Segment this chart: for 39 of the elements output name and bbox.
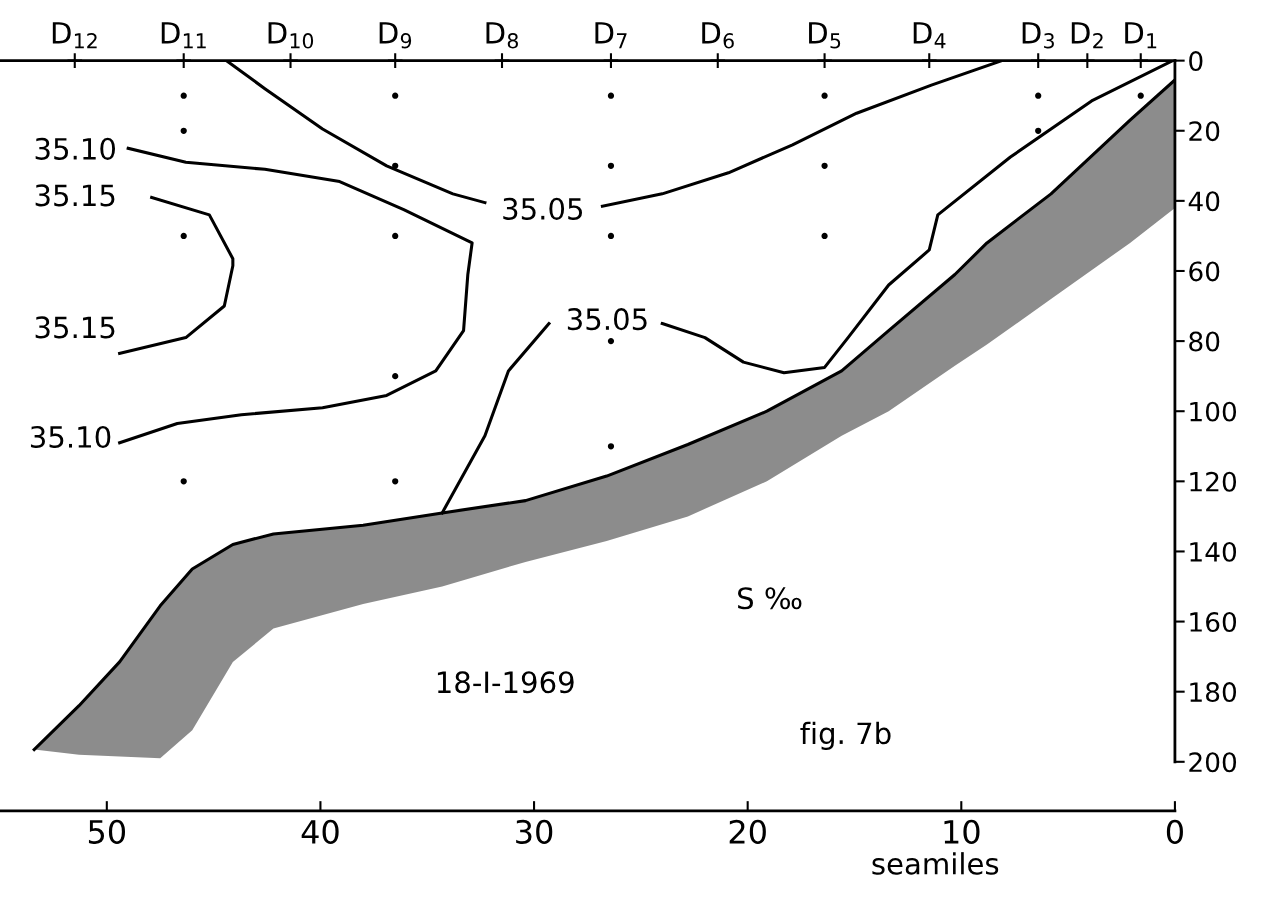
annotation: D$_{12}$ <box>52 22 97 49</box>
annotation: D$_{9}$ <box>379 22 412 49</box>
annotation: 35.15 <box>35 316 115 339</box>
y-tick-label: 120 <box>1190 471 1237 492</box>
x-tick-label: 40 <box>301 819 339 844</box>
annotation: D$_{11}$ <box>161 22 206 49</box>
annotation: D$_{5}$ <box>809 22 841 49</box>
x-axis-title: seamiles <box>872 852 999 875</box>
x-tick-label: 10 <box>944 819 980 844</box>
x-tick-label: 50 <box>88 819 126 844</box>
annotation: D$_{10}$ <box>268 22 314 49</box>
annotation: D$_{7}$ <box>595 22 627 49</box>
y-tick-label: 180 <box>1190 682 1237 703</box>
y-tick-label: 100 <box>1190 401 1237 422</box>
x-tick-label: 0 <box>1166 819 1183 844</box>
x-tick-label: 30 <box>516 819 553 844</box>
annotation: S ‰ <box>738 587 802 610</box>
annotation: D$_{4}$ <box>913 22 946 49</box>
y-tick-label: 200 <box>1189 752 1237 773</box>
annotation: 35.05 <box>567 308 647 331</box>
y-tick-label: 80 <box>1189 331 1220 352</box>
annotation: D$_{1}$ <box>1125 22 1157 49</box>
annotation: 35.15 <box>35 184 115 207</box>
annotation: 35.10 <box>35 137 116 160</box>
annotation: fig. 7b <box>800 721 891 750</box>
y-tick-label: 140 <box>1190 541 1237 562</box>
y-tick-label: 60 <box>1189 261 1220 282</box>
y-tick-label: 40 <box>1188 191 1220 212</box>
annotation: 18-I-1969 <box>437 671 574 694</box>
annotation: 35.10 <box>30 425 111 448</box>
y-tick-label: 20 <box>1189 121 1220 142</box>
annotation: D$_{3}$ <box>1022 22 1054 49</box>
x-tick-label: 20 <box>729 819 766 844</box>
annotation: D$_{6}$ <box>702 22 734 49</box>
annotation: D$_{2}$ <box>1071 22 1103 49</box>
y-tick-label: 0 <box>1189 51 1203 72</box>
annotation: D$_{8}$ <box>486 22 518 49</box>
y-tick-label: 160 <box>1190 612 1237 632</box>
annotation: 35.05 <box>503 197 583 220</box>
